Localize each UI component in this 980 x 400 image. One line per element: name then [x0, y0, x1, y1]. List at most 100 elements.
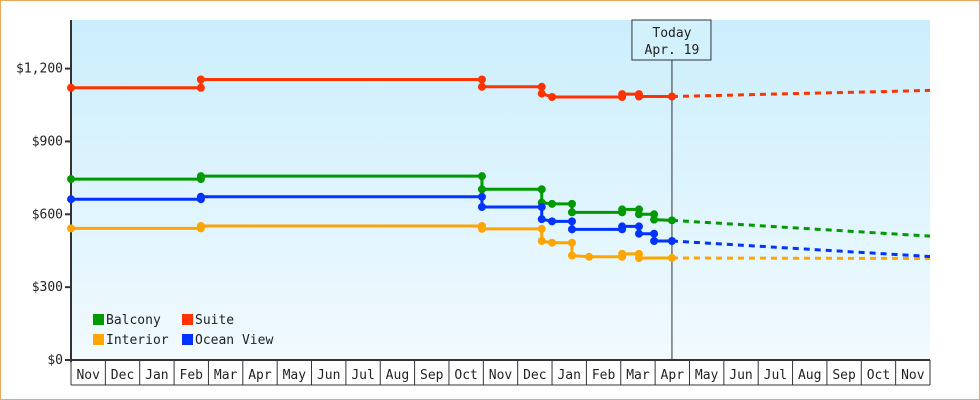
data-point [567, 217, 576, 226]
legend-swatch [93, 334, 104, 345]
x-tick-label: Mar [626, 368, 650, 383]
data-point [667, 216, 676, 225]
x-tick-label: Jun [317, 368, 340, 383]
data-point [537, 82, 546, 91]
data-point [567, 251, 576, 260]
data-point [196, 83, 205, 92]
data-point [634, 210, 643, 219]
data-point [537, 203, 546, 211]
y-tick-label: $0 [47, 353, 63, 368]
x-tick-label: Sep [420, 368, 444, 383]
x-tick-label: Feb [180, 368, 204, 383]
x-tick-label: Jan [557, 368, 580, 383]
data-point [196, 172, 205, 181]
data-point [548, 217, 557, 226]
legend-item: Ocean View [182, 333, 273, 348]
y-tick-label: $1,200 [16, 62, 63, 77]
x-tick-label: Jun [729, 368, 752, 383]
legend-item: Balcony [93, 313, 161, 328]
y-tick-label: $900 [32, 134, 63, 149]
x-tick-label: Jul [764, 368, 787, 383]
x-tick-label: Nov [76, 368, 100, 383]
data-point [618, 90, 627, 99]
data-point [537, 237, 546, 245]
x-tick-label: Dec [523, 368, 546, 383]
data-point [477, 75, 486, 84]
x-tick-label: Feb [592, 368, 616, 383]
x-tick-label: Aug [386, 368, 409, 383]
data-point [548, 92, 557, 101]
y-axis: $0 $300 $600 $900 $1,200 [16, 20, 72, 368]
data-point [634, 229, 643, 238]
x-tick-label: Jan [145, 368, 168, 383]
data-point [477, 203, 486, 211]
data-point [567, 208, 576, 217]
data-point [477, 185, 486, 194]
data-point [477, 82, 486, 91]
data-point [634, 92, 643, 101]
data-point [667, 92, 676, 101]
x-tick-label: Oct [867, 368, 890, 383]
x-tick-label: Oct [454, 368, 477, 383]
data-point [567, 199, 576, 208]
x-tick-label: Apr [661, 368, 685, 383]
data-point [585, 252, 594, 261]
legend-swatch [182, 314, 193, 325]
legend-label: Interior [106, 333, 169, 348]
today-label: Today [652, 26, 691, 41]
data-point [618, 222, 627, 231]
y-tick-label: $300 [32, 280, 63, 295]
series-suite [67, 75, 931, 101]
x-axis: Nov Dec Jan Feb Mar Apr May Jun Jul Aug Sep Oct Nov D… [70, 359, 931, 386]
data-point [618, 205, 627, 214]
data-point [634, 254, 643, 262]
legend-item: Suite [182, 313, 234, 328]
data-point [477, 172, 486, 181]
series-interior [67, 221, 931, 262]
x-tick-label: Apr [248, 368, 272, 383]
legend-label: Balcony [106, 313, 161, 328]
data-point [537, 89, 546, 98]
data-point [67, 195, 75, 204]
data-point [650, 229, 659, 238]
data-point [537, 215, 546, 224]
data-point [667, 254, 676, 262]
y-tick-label: $600 [32, 207, 63, 222]
x-tick-label: Jul [351, 368, 374, 383]
x-tick-label: Sep [832, 368, 856, 383]
x-tick-label: Aug [798, 368, 821, 383]
legend-swatch [182, 334, 193, 345]
data-point [634, 222, 643, 231]
today-date: Apr. 19 [645, 43, 700, 58]
legend-item: Interior [93, 333, 169, 348]
data-point [67, 83, 75, 92]
data-point [196, 75, 205, 84]
x-tick-label: Nov [489, 368, 513, 383]
data-point [477, 224, 486, 233]
data-point [548, 199, 557, 208]
x-tick-label: May [283, 368, 307, 383]
series-ocean-view [67, 192, 931, 259]
x-tick-label: Nov [901, 368, 925, 383]
data-point [567, 225, 576, 234]
legend-label: Ocean View [195, 333, 273, 348]
data-point [548, 238, 557, 247]
series-line [71, 224, 672, 260]
data-point [196, 192, 205, 201]
data-point [667, 237, 676, 245]
today-box [631, 19, 712, 61]
legend-label: Suite [195, 313, 234, 328]
data-point [196, 221, 205, 230]
data-point [67, 224, 75, 233]
x-tick-label: May [695, 368, 719, 383]
x-tick-label: Dec [111, 368, 134, 383]
x-tick-label: Mar [214, 368, 238, 383]
legend-swatch [93, 314, 104, 325]
data-point [67, 175, 75, 184]
data-point [537, 185, 546, 194]
series-balcony [67, 172, 931, 238]
data-point [650, 215, 659, 224]
data-point [477, 192, 486, 201]
data-point [567, 238, 576, 247]
